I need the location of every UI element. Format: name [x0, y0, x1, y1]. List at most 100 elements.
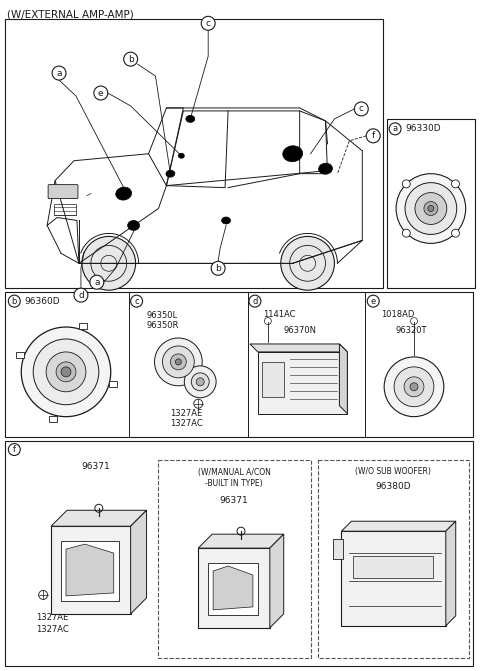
Polygon shape — [66, 544, 114, 596]
Bar — [16, 352, 24, 358]
Circle shape — [404, 377, 424, 397]
Text: 1327AE: 1327AE — [36, 613, 69, 622]
Polygon shape — [341, 521, 456, 531]
Circle shape — [90, 275, 104, 289]
Text: 1327AE: 1327AE — [170, 409, 203, 418]
Text: 96370N: 96370N — [284, 325, 317, 335]
Circle shape — [249, 295, 261, 307]
Ellipse shape — [179, 153, 184, 158]
Text: 96350L: 96350L — [146, 311, 178, 319]
Text: f: f — [372, 132, 375, 140]
Circle shape — [405, 183, 457, 234]
Circle shape — [74, 289, 88, 302]
Bar — [198, 548, 270, 628]
Circle shape — [131, 295, 143, 307]
Circle shape — [46, 352, 86, 392]
Polygon shape — [198, 534, 284, 548]
Circle shape — [428, 205, 434, 211]
Circle shape — [410, 382, 418, 391]
Text: 96330D: 96330D — [405, 124, 441, 134]
Text: (W/O SUB WOOFER): (W/O SUB WOOFER) — [355, 468, 431, 476]
Circle shape — [162, 346, 194, 378]
Bar — [79, 323, 87, 329]
Bar — [341, 531, 446, 626]
Circle shape — [124, 52, 138, 66]
Circle shape — [8, 295, 20, 307]
Circle shape — [367, 295, 379, 307]
Bar — [262, 362, 284, 397]
Circle shape — [82, 236, 136, 290]
Text: c: c — [206, 19, 211, 28]
Bar — [387, 119, 475, 289]
Ellipse shape — [283, 146, 302, 162]
Circle shape — [8, 444, 20, 456]
Circle shape — [354, 102, 368, 116]
Text: (W/EXTERNAL AMP-AMP): (W/EXTERNAL AMP-AMP) — [7, 9, 134, 19]
Circle shape — [452, 229, 459, 237]
Bar — [109, 382, 117, 387]
Text: 96320T: 96320T — [395, 325, 427, 335]
Text: a: a — [393, 124, 397, 134]
Text: e: e — [98, 89, 104, 97]
Polygon shape — [446, 521, 456, 626]
Circle shape — [33, 339, 99, 405]
Bar — [49, 416, 58, 422]
Circle shape — [281, 236, 335, 290]
Circle shape — [396, 174, 466, 244]
Circle shape — [424, 201, 438, 215]
Text: -BUILT IN TYPE): -BUILT IN TYPE) — [205, 479, 263, 488]
Text: a: a — [94, 278, 99, 287]
Circle shape — [402, 229, 410, 237]
Text: b: b — [215, 264, 221, 273]
Circle shape — [415, 193, 447, 225]
Text: a: a — [56, 68, 62, 78]
Ellipse shape — [222, 217, 230, 224]
Text: d: d — [78, 291, 84, 300]
Circle shape — [201, 16, 215, 30]
Circle shape — [170, 354, 186, 370]
Text: 1327AC: 1327AC — [170, 419, 203, 428]
Bar — [353, 556, 433, 578]
Polygon shape — [51, 510, 146, 526]
Text: e: e — [371, 297, 376, 306]
Circle shape — [366, 129, 380, 143]
Text: 96371: 96371 — [220, 497, 249, 505]
Bar — [61, 541, 119, 601]
Polygon shape — [250, 344, 348, 352]
Bar — [54, 203, 76, 215]
Polygon shape — [270, 534, 284, 628]
Bar — [5, 441, 473, 666]
Text: (W/MANUAL A/CON: (W/MANUAL A/CON — [198, 468, 270, 478]
Circle shape — [61, 367, 71, 377]
Text: 1018AD: 1018AD — [381, 309, 415, 319]
Circle shape — [175, 359, 181, 365]
Bar — [158, 460, 311, 658]
Polygon shape — [131, 510, 146, 614]
FancyBboxPatch shape — [48, 185, 78, 199]
Circle shape — [52, 66, 66, 80]
Ellipse shape — [166, 170, 175, 177]
Circle shape — [389, 123, 401, 135]
Text: 1327AC: 1327AC — [36, 625, 69, 634]
Circle shape — [155, 338, 202, 386]
Circle shape — [211, 261, 225, 275]
Circle shape — [384, 357, 444, 417]
Circle shape — [21, 327, 111, 417]
Circle shape — [192, 373, 209, 391]
Circle shape — [402, 180, 410, 188]
Text: 96360D: 96360D — [24, 297, 60, 306]
Circle shape — [184, 366, 216, 398]
Text: 96371: 96371 — [82, 462, 110, 472]
Circle shape — [94, 86, 108, 100]
Ellipse shape — [128, 221, 140, 230]
Bar — [334, 539, 343, 559]
Bar — [318, 460, 468, 658]
Ellipse shape — [186, 115, 195, 122]
Text: c: c — [359, 105, 364, 113]
Ellipse shape — [116, 187, 132, 200]
Text: b: b — [128, 54, 133, 64]
Polygon shape — [213, 566, 253, 610]
Text: 96350R: 96350R — [146, 321, 179, 329]
Text: 96380D: 96380D — [375, 482, 411, 491]
Circle shape — [394, 367, 434, 407]
